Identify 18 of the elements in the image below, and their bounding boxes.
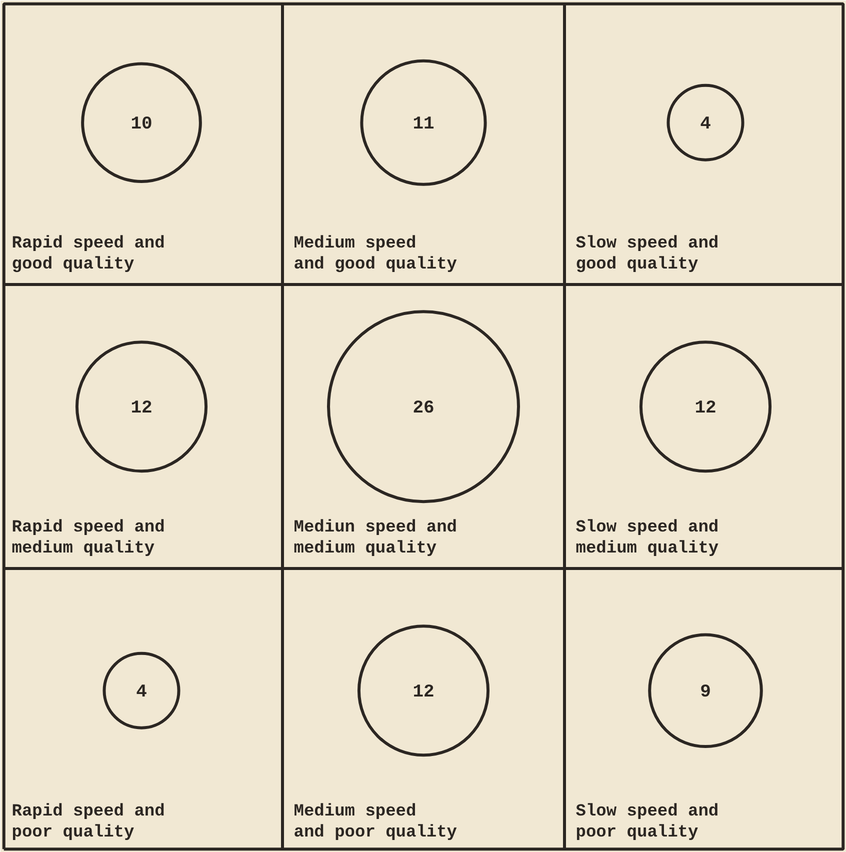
data-label: 4 bbox=[700, 114, 712, 135]
data-label: 12 bbox=[694, 398, 716, 419]
category-label: Slow speed and poor quality bbox=[576, 802, 719, 843]
category-label: Mediun speed and medium quality bbox=[294, 518, 458, 559]
data-label: 9 bbox=[700, 682, 711, 703]
category-label: Slow speed and good quality bbox=[576, 234, 719, 275]
category-label: Rapid speed and poor quality bbox=[12, 802, 165, 843]
data-label: 12 bbox=[130, 398, 152, 419]
category-label: Rapid speed and medium quality bbox=[12, 518, 165, 559]
category-label: Rapid speed and good quality bbox=[12, 234, 165, 275]
data-label: 11 bbox=[412, 114, 434, 135]
data-label: 10 bbox=[130, 114, 152, 135]
data-label: 4 bbox=[136, 682, 148, 703]
data-label: 12 bbox=[412, 682, 434, 703]
category-label: Medium speed and poor quality bbox=[294, 802, 458, 843]
data-label: 26 bbox=[412, 398, 434, 419]
category-label: Medium speed and good quality bbox=[294, 234, 458, 275]
category-label: Slow speed and medium quality bbox=[576, 518, 719, 559]
